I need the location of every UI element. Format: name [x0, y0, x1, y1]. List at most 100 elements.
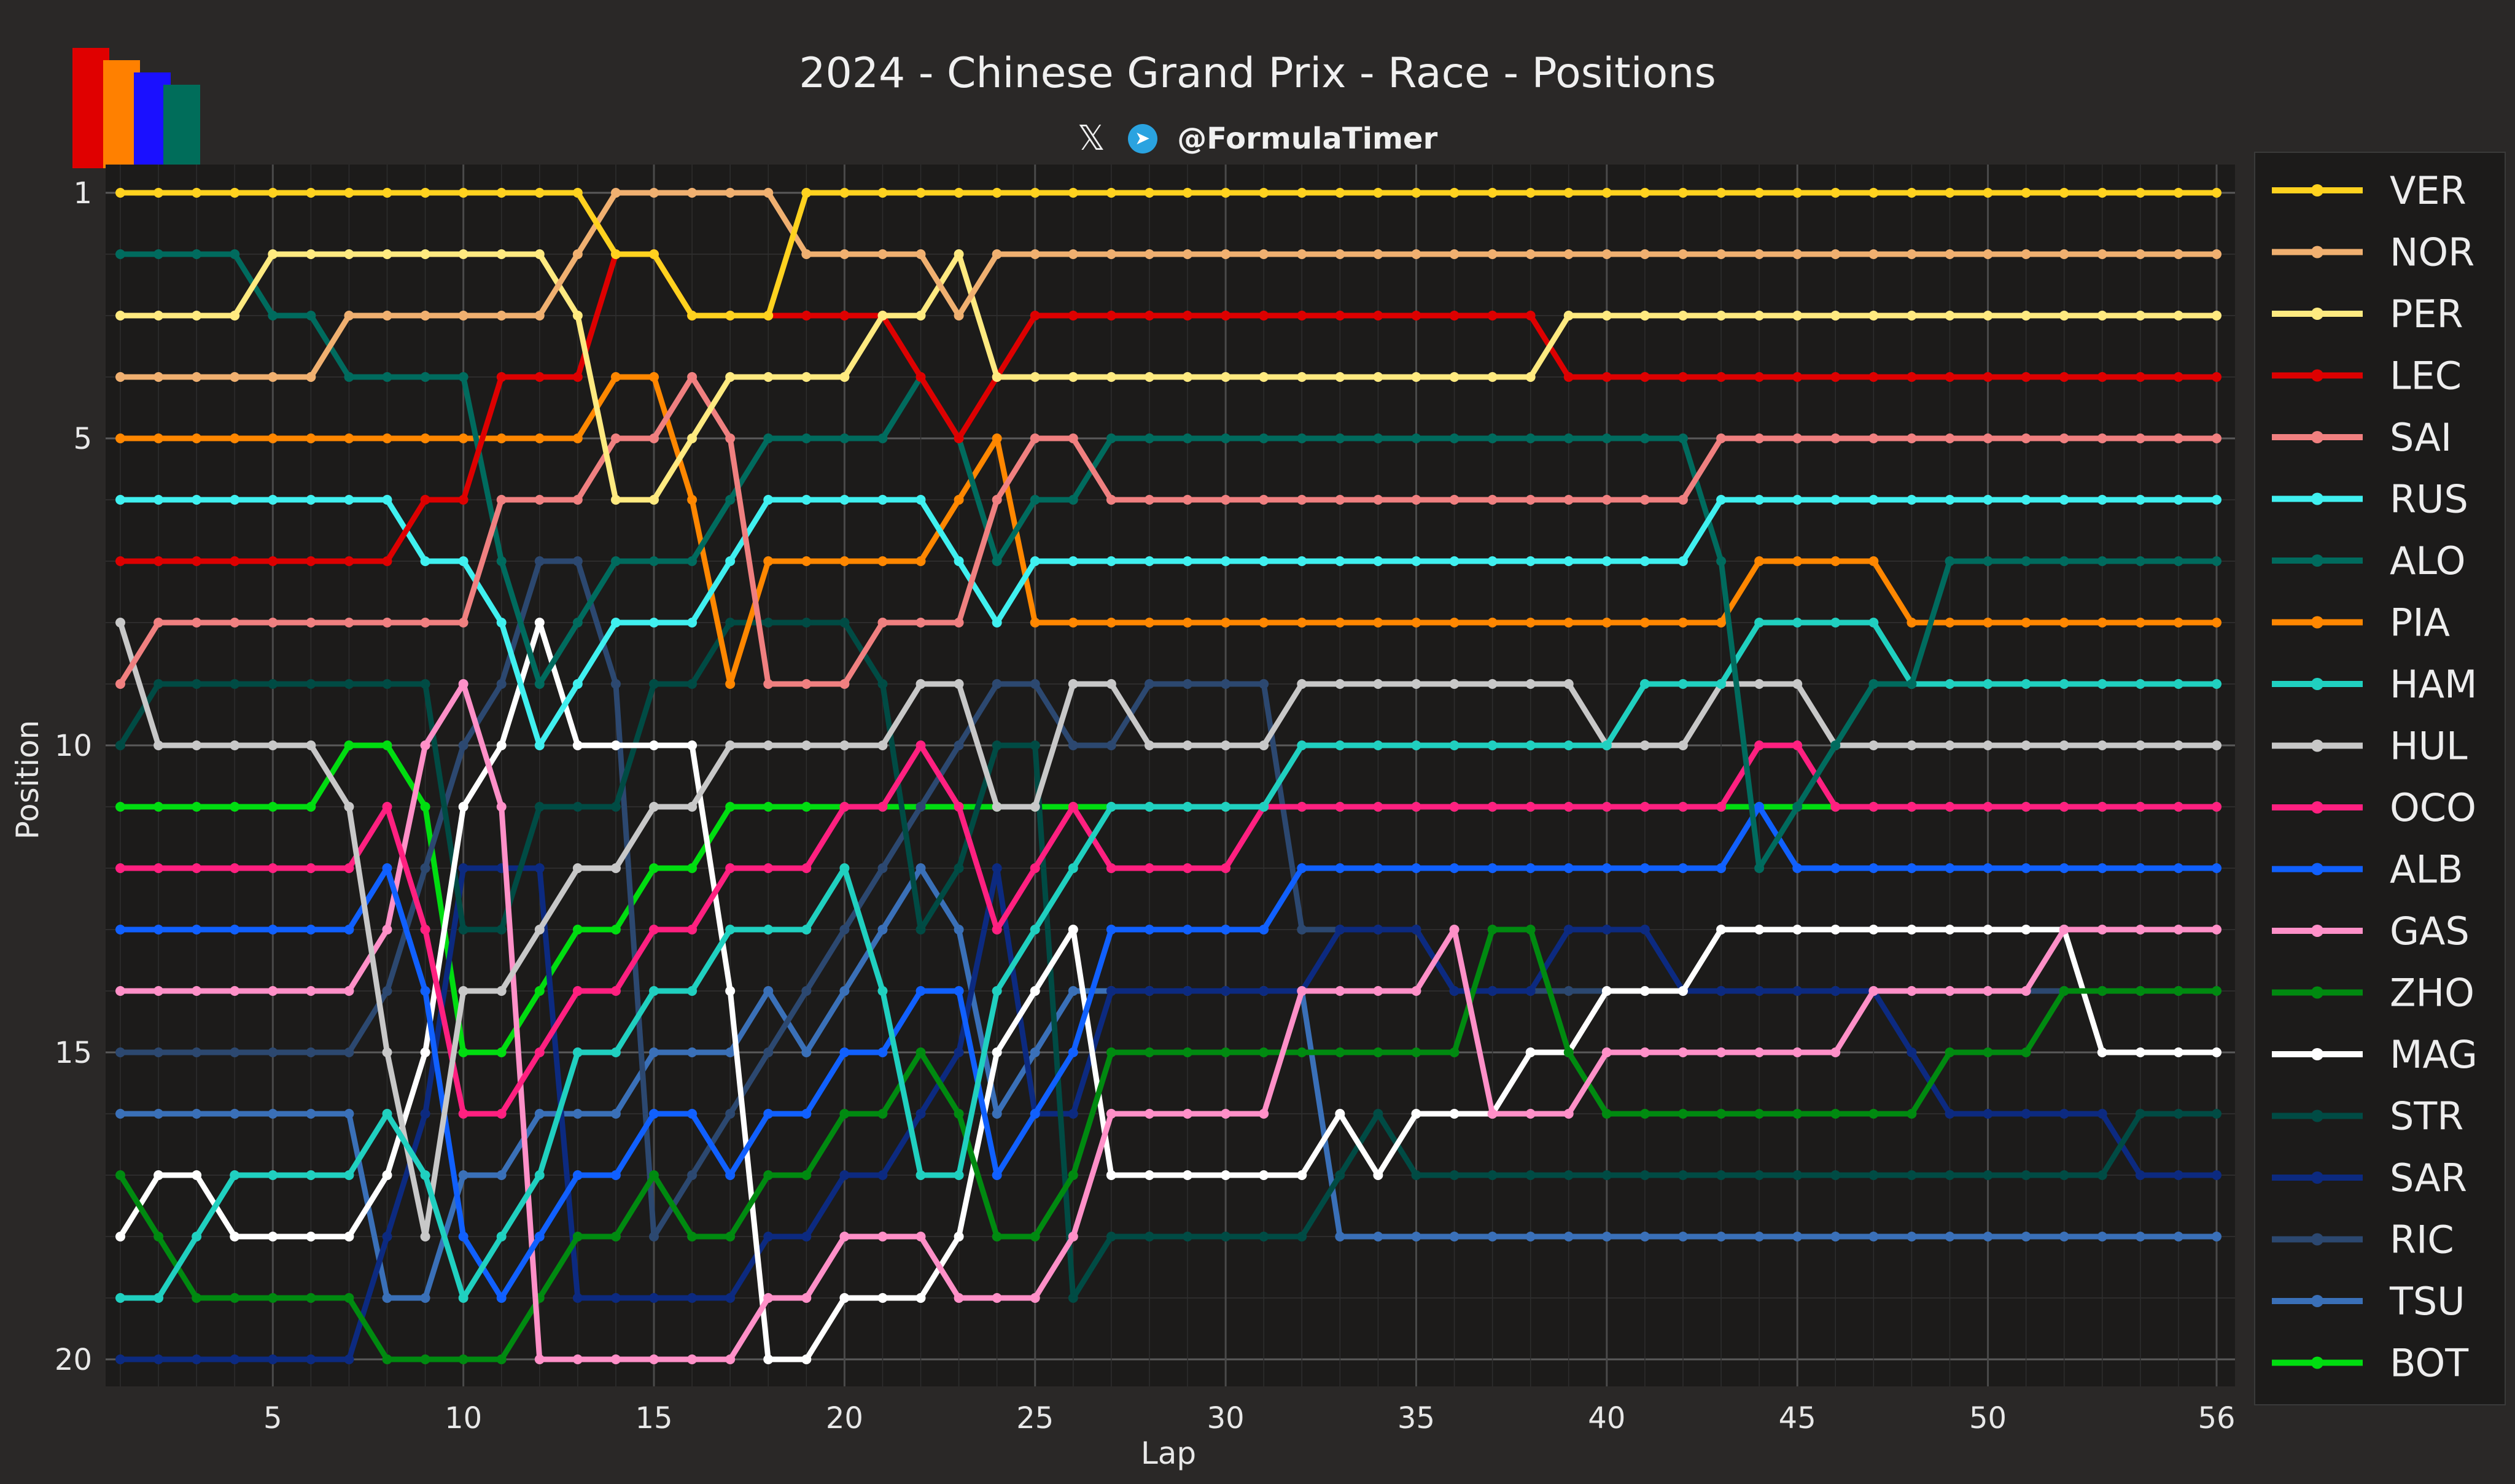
data-point: [1563, 1047, 1574, 1057]
legend-marker: [2311, 246, 2323, 258]
data-point: [877, 249, 888, 259]
data-point: [496, 372, 507, 382]
data-point: [877, 311, 888, 320]
data-point: [1449, 1109, 1460, 1119]
series-line: [117, 620, 2220, 1240]
data-point: [839, 740, 850, 750]
data-point: [725, 986, 736, 996]
data-point: [763, 556, 774, 566]
data-point: [877, 618, 888, 627]
data-point: [192, 618, 202, 627]
data-point: [1983, 1232, 1993, 1241]
data-point: [2135, 556, 2145, 566]
data-point: [954, 863, 964, 873]
data-point: [1068, 679, 1078, 689]
data-point: [1868, 311, 1879, 320]
data-point: [839, 1109, 850, 1119]
data-point: [115, 863, 125, 873]
data-point: [154, 740, 164, 750]
data-point: [1525, 311, 1536, 320]
data-point: [268, 249, 278, 259]
data-point: [1945, 1109, 1955, 1119]
data-point: [649, 1047, 659, 1057]
data-point: [1144, 311, 1154, 320]
data-point: [725, 740, 736, 750]
data-point: [1259, 556, 1269, 566]
data-point: [1792, 1047, 1803, 1057]
data-point: [1868, 618, 1879, 627]
data-point: [1983, 740, 1993, 750]
data-point: [1639, 740, 1650, 750]
data-point: [992, 372, 1002, 382]
data-point: [1907, 1109, 1917, 1119]
legend-marker: [2311, 184, 2323, 196]
data-point: [572, 1354, 583, 1364]
data-point: [2059, 188, 2069, 198]
data-point: [572, 1109, 583, 1119]
data-point: [1259, 925, 1269, 934]
data-point: [687, 1293, 698, 1303]
data-point: [1106, 925, 1116, 934]
data-point: [1754, 863, 1765, 873]
data-point: [877, 1170, 888, 1180]
data-point: [306, 618, 316, 627]
data-point: [534, 495, 545, 505]
legend-marker: [2311, 554, 2323, 567]
data-point: [1144, 495, 1154, 505]
data-point: [877, 556, 888, 566]
data-point: [458, 1293, 468, 1303]
data-point: [1411, 740, 1421, 750]
legend-item-tsu: TSU: [2272, 1279, 2465, 1324]
data-point: [1677, 188, 1688, 198]
data-point: [1373, 740, 1383, 750]
data-point: [1677, 618, 1688, 627]
data-point: [382, 1354, 392, 1364]
data-point: [1677, 1232, 1688, 1241]
data-point: [1525, 925, 1536, 934]
data-point: [1830, 188, 1841, 198]
data-point: [344, 249, 354, 259]
data-point: [839, 188, 850, 198]
data-point: [2097, 249, 2107, 259]
data-point: [192, 188, 202, 198]
data-point: [230, 1109, 240, 1119]
data-point: [1868, 679, 1879, 689]
data-point: [2135, 802, 2145, 812]
data-point: [1297, 433, 1307, 443]
data-point: [572, 740, 583, 750]
legend-label: OCO: [2390, 785, 2476, 830]
legend-marker: [2311, 369, 2323, 382]
data-point: [1221, 372, 1231, 382]
data-point: [1563, 372, 1574, 382]
data-point: [1716, 679, 1727, 689]
data-point: [1792, 1170, 1803, 1180]
data-point: [801, 1170, 812, 1180]
data-point: [1945, 249, 1955, 259]
data-point: [915, 618, 926, 627]
data-point: [382, 1293, 392, 1303]
data-point: [1144, 863, 1154, 873]
data-point: [154, 495, 164, 505]
data-point: [154, 1170, 164, 1180]
data-point: [1677, 986, 1688, 996]
data-point: [2135, 986, 2145, 996]
data-point: [2021, 433, 2031, 443]
data-point: [154, 556, 164, 566]
data-point: [1068, 433, 1078, 443]
data-point: [1792, 188, 1803, 198]
data-point: [344, 1109, 354, 1119]
x-logo-icon: 𝕏: [1077, 118, 1105, 158]
data-point: [1525, 618, 1536, 627]
data-point: [1754, 740, 1765, 750]
data-point: [1335, 863, 1345, 873]
data-point: [115, 1047, 125, 1057]
data-point: [1183, 1047, 1193, 1057]
data-point: [839, 311, 850, 320]
data-point: [1373, 679, 1383, 689]
data-point: [2021, 188, 2031, 198]
data-point: [2212, 433, 2222, 443]
data-point: [1907, 495, 1917, 505]
data-point: [763, 925, 774, 934]
data-point: [1183, 802, 1193, 812]
data-point: [458, 925, 468, 934]
